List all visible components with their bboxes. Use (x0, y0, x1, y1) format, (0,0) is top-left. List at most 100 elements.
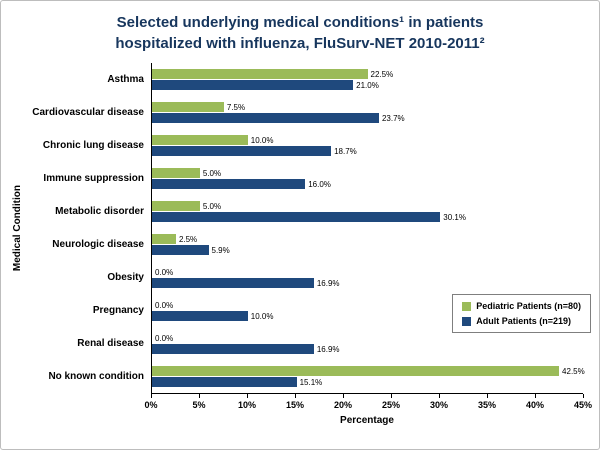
bar-line: 5.0% (152, 201, 583, 211)
x-tick (151, 394, 152, 398)
bar-value-label: 10.0% (250, 135, 274, 145)
legend-item: Adult Patients (n=219) (462, 316, 581, 326)
bar-value-label: 5.0% (202, 168, 222, 178)
category-label: Asthma (107, 74, 144, 85)
bar-line: 10.0% (152, 135, 583, 145)
bar-series-0 (152, 69, 368, 79)
y-axis-title-wrap: Medical Condition (7, 63, 27, 393)
x-tick-label: 30% (429, 400, 448, 410)
bar-line: 0.0% (152, 333, 583, 343)
category-row: 7.5% 23.7% (152, 96, 583, 129)
bar-value-label: 0.0% (155, 300, 174, 310)
bar-series-0 (152, 135, 248, 145)
x-tick (294, 394, 296, 398)
category-label: Obesity (107, 272, 144, 283)
bar-line: 16.9% (152, 344, 583, 354)
x-tick-label: 20% (333, 400, 353, 410)
x-tick-label: 15% (285, 400, 304, 410)
bar-series-1 (152, 377, 297, 387)
bar-value-label: 16.9% (316, 344, 340, 354)
bar-value-label: 22.5% (370, 69, 394, 79)
bar-series-1 (152, 80, 354, 90)
legend-swatch (462, 301, 472, 311)
y-axis-title: Medical Condition (11, 184, 23, 272)
bar-value-label: 21.0% (356, 80, 379, 90)
bar-line: 30.1% (152, 212, 583, 222)
legend-label: Pediatric Patients (n=80) (476, 301, 581, 311)
bar-value-label: 0.0% (155, 267, 174, 277)
bar-series-1 (152, 311, 248, 321)
legend-item: Pediatric Patients (n=80) (462, 301, 581, 311)
bar-series-0 (152, 168, 200, 178)
x-axis: 0% 5% 10% 15% 20% 25% 30% 35% 40% 45% (144, 394, 592, 412)
bar-line: 42.5% (152, 366, 585, 376)
x-axis-title: Percentage (340, 415, 394, 426)
category-row: 0.0% 16.9% (152, 327, 583, 360)
x-tick (535, 394, 536, 398)
bar-line: 23.7% (152, 113, 583, 123)
bar-series-0 (152, 201, 200, 211)
x-tick (391, 394, 392, 398)
category-row: 2.5% 5.9% (152, 228, 583, 261)
x-tick (487, 394, 488, 398)
category-label: No known condition (48, 371, 144, 382)
bar-value-label: 10.0% (250, 311, 274, 321)
bar-series-0 (152, 366, 560, 376)
bar-line: 0.0% (152, 300, 583, 310)
category-row: 0.0% 10.0% (152, 294, 583, 327)
x-tick-label: 5% (192, 400, 206, 410)
plot-column: 22.5% 21.0% 7.5% 23.7% 10.0% 18.7% 5.0% 16.0% 5.… (144, 63, 592, 426)
x-tick-label: 10% (237, 400, 257, 410)
category-label: Chronic lung disease (42, 140, 144, 151)
bar-value-label: 2.5% (178, 234, 198, 244)
bar-value-label: 18.7% (334, 146, 357, 156)
category-label: Pregnancy (92, 305, 144, 316)
bar-series-1 (152, 278, 314, 288)
category-row: 10.0% 18.7% (152, 129, 583, 162)
chart-title-line1: Selected underlying medical conditions¹ … (116, 14, 484, 31)
bar-value-label: 23.7% (381, 113, 405, 123)
x-tick-label: 0% (144, 400, 158, 410)
category-row: 42.5% 15.1% (152, 360, 585, 393)
category-row: 5.0% 16.0% (152, 162, 583, 195)
bar-value-label: 15.1% (299, 377, 323, 387)
bar-series-1 (152, 113, 379, 123)
bar-value-label: 16.0% (308, 179, 331, 189)
category-row: 5.0% 30.1% (152, 195, 583, 228)
bar-value-label: 5.0% (202, 201, 222, 211)
x-tick (343, 394, 344, 398)
category-row: 22.5% 21.0% (152, 63, 583, 96)
bar-value-label: 0.0% (155, 333, 174, 343)
chart-title-line2: hospitalized with influenza, FluSurv-NET… (115, 35, 485, 52)
legend-swatch (462, 316, 472, 326)
bar-line: 5.9% (152, 245, 583, 255)
bar-series-1 (152, 146, 332, 156)
x-tick-label: 25% (381, 400, 401, 410)
bar-series-1 (152, 245, 209, 255)
category-labels: Asthma Cardiovascular disease Chronic lung… (27, 63, 151, 426)
bar-series-1 (152, 212, 441, 222)
x-tick (199, 394, 200, 398)
category-label: Renal disease (77, 338, 144, 349)
legend-label: Adult Patients (n=219) (476, 316, 571, 326)
chart-title: Selected underlying medical conditions¹ … (1, 12, 599, 54)
x-tick (438, 394, 440, 398)
category-label: Cardiovascular disease (32, 107, 144, 118)
bar-series-1 (152, 344, 314, 354)
bar-line: 21.0% (152, 80, 583, 90)
bar-value-label: 16.9% (316, 278, 340, 288)
bar-line: 16.9% (152, 278, 583, 288)
category-label: Metabolic disorder (55, 206, 144, 217)
bar-value-label: 5.9% (211, 245, 230, 255)
chart-area: Medical Condition Asthma Cardiovascular d… (7, 63, 599, 426)
legend: Pediatric Patients (n=80) Adult Patients … (452, 294, 591, 333)
bar-line: 22.5% (152, 69, 583, 79)
bar-line: 2.5% (152, 234, 583, 244)
bar-value-label: 30.1% (443, 212, 466, 222)
category-label: Immune suppression (43, 173, 144, 184)
bar-series-0 (152, 234, 176, 244)
bar-line: 7.5% (152, 102, 583, 112)
x-tick-label: 45% (573, 400, 593, 410)
bar-series-1 (152, 179, 306, 189)
